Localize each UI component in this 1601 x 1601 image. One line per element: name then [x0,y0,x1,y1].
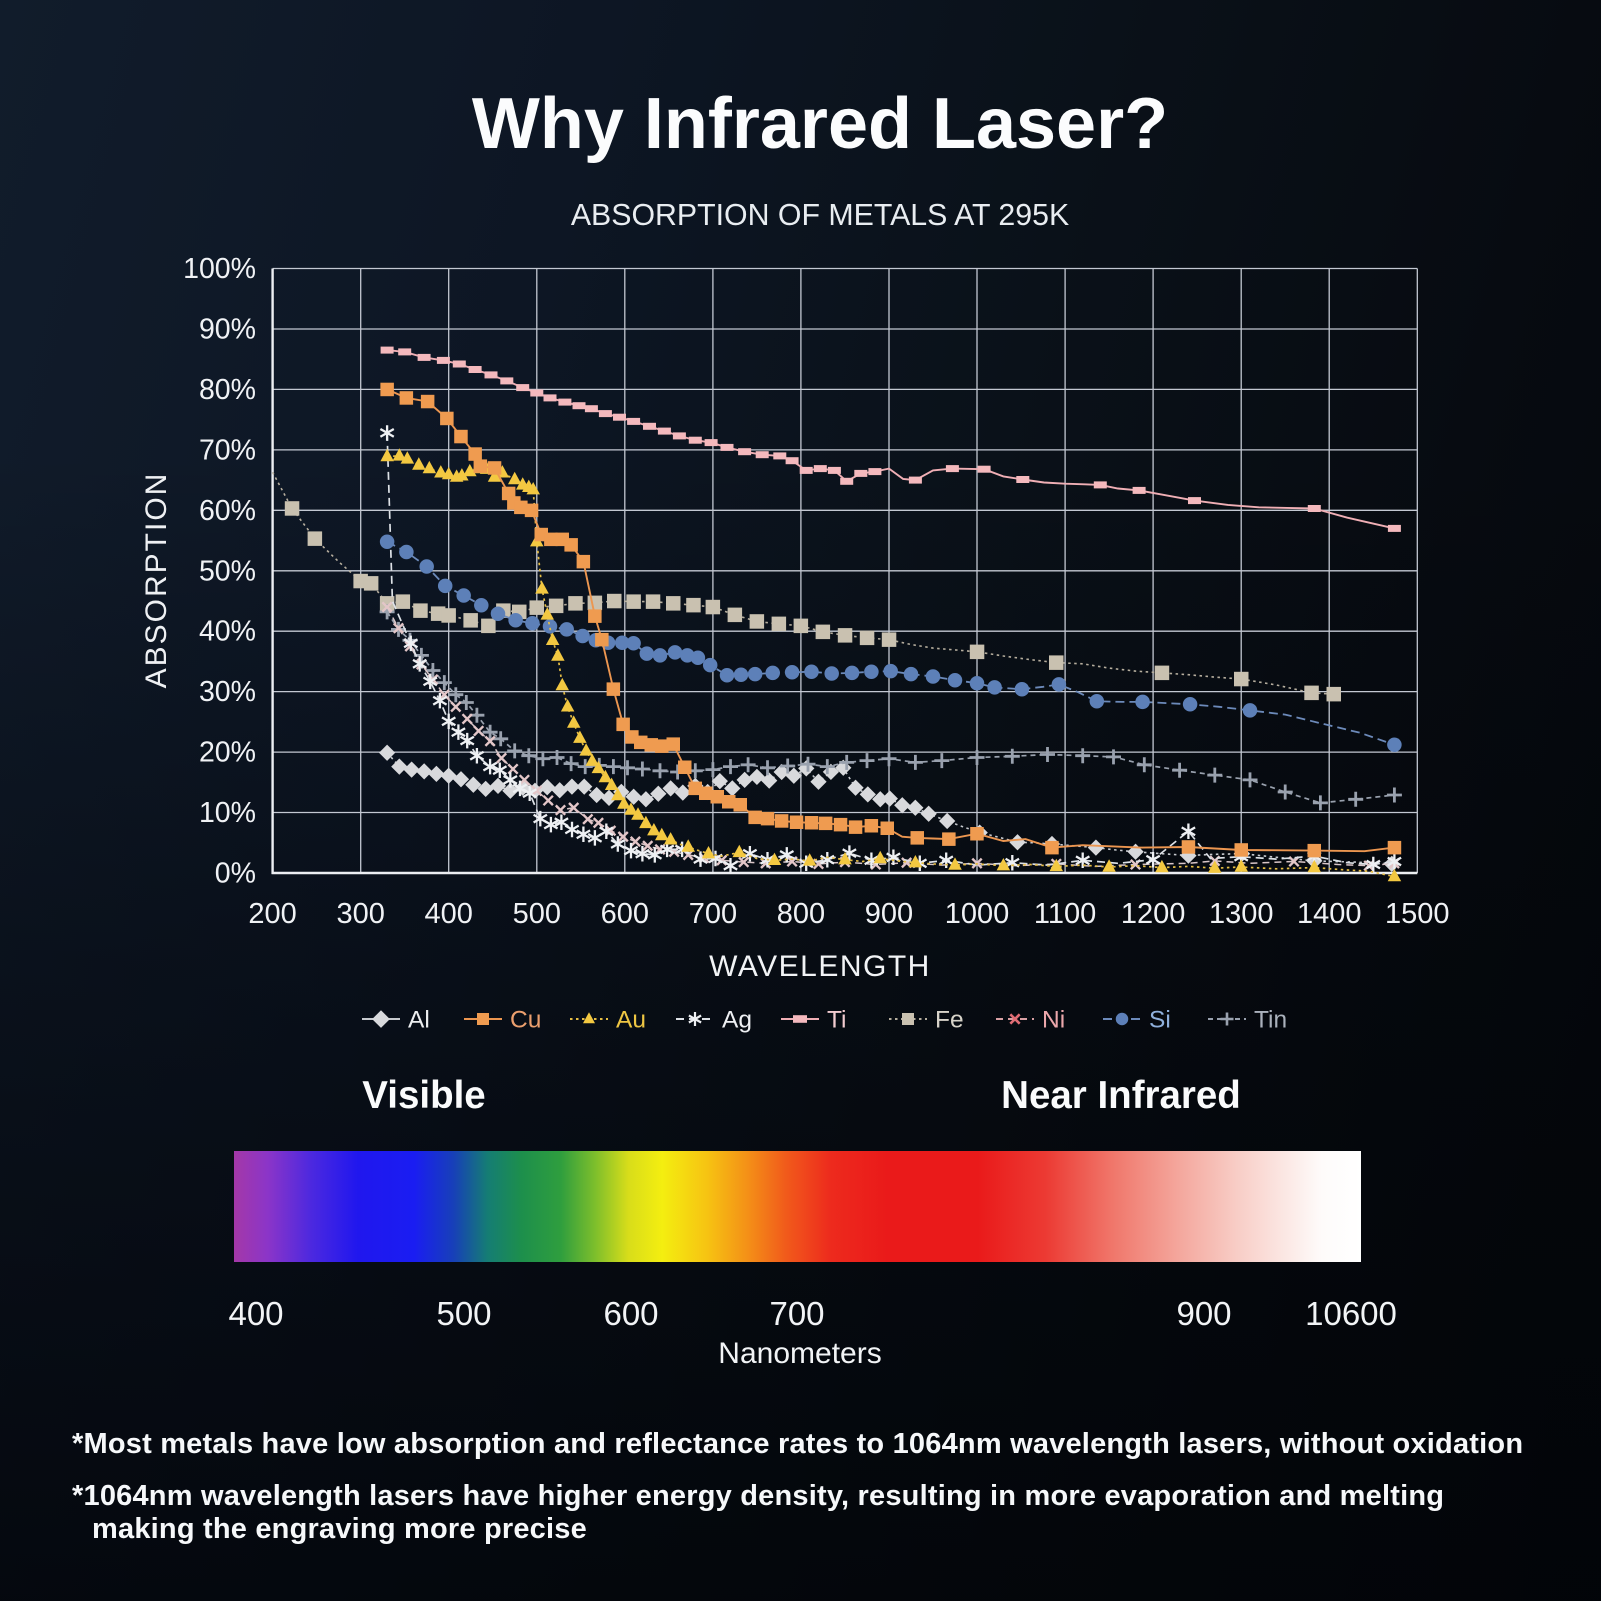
svg-text:0%: 0% [215,858,256,890]
svg-text:20%: 20% [199,737,256,769]
svg-text:500: 500 [513,898,561,930]
svg-text:800: 800 [777,898,825,930]
svg-text:Ag: Ag [722,1007,752,1034]
svg-text:80%: 80% [199,374,256,406]
svg-text:200: 200 [248,898,296,930]
svg-text:1300: 1300 [1209,898,1274,930]
svg-text:70%: 70% [199,434,256,466]
svg-text:1500: 1500 [1385,898,1450,930]
svg-text:600: 600 [601,898,649,930]
svg-text:50%: 50% [199,555,256,587]
svg-text:900: 900 [865,898,913,930]
svg-text:1000: 1000 [945,898,1010,930]
svg-text:300: 300 [337,898,385,930]
svg-text:Cu: Cu [510,1007,541,1034]
svg-text:60%: 60% [199,495,256,527]
svg-text:Tin: Tin [1254,1007,1287,1034]
svg-text:1100: 1100 [1034,898,1096,930]
svg-text:100%: 100% [183,253,256,285]
svg-text:700: 700 [689,898,737,930]
svg-text:90%: 90% [199,314,256,346]
svg-text:Si: Si [1149,1007,1171,1034]
svg-text:Al: Al [408,1007,430,1034]
svg-text:1400: 1400 [1297,898,1362,930]
svg-text:WAVELENGTH: WAVELENGTH [709,950,931,983]
svg-text:1200: 1200 [1121,898,1186,930]
svg-text:400: 400 [425,898,473,930]
svg-text:Ni: Ni [1042,1007,1065,1034]
svg-text:10%: 10% [199,797,256,829]
svg-text:Au: Au [616,1007,646,1034]
svg-text:40%: 40% [199,616,256,648]
svg-text:30%: 30% [199,676,256,708]
svg-text:ABSORPTION: ABSORPTION [140,472,173,689]
svg-text:Ti: Ti [827,1007,847,1034]
svg-text:Fe: Fe [935,1007,964,1034]
